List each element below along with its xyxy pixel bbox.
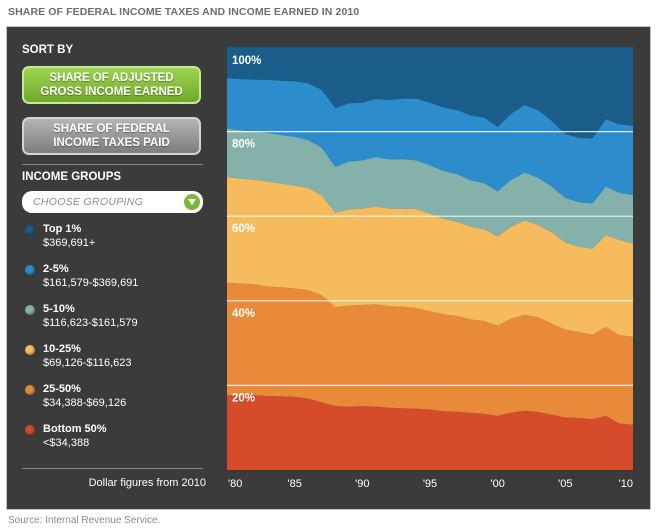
x-tick-label-2000: '00 (490, 478, 504, 490)
legend-name-top-1: Top 1% (43, 223, 82, 235)
sort-taxes-button[interactable]: SHARE OF FEDERAL INCOME TAXES PAID (22, 117, 201, 155)
legend-swatch-25-50 (25, 385, 35, 395)
sort-taxes-button-line1: SHARE OF FEDERAL (53, 123, 170, 135)
page-title: SHARE OF FEDERAL INCOME TAXES AND INCOME… (8, 6, 360, 18)
area-5-10[interactable] (227, 128, 633, 249)
y-tick-label-100: 100% (232, 55, 261, 67)
legend-item-top-1[interactable]: Top 1% $369,691+ (22, 221, 207, 261)
legend: Top 1% $369,691+ 2-5% $161,579-$369,691 5-10… (22, 221, 207, 461)
legend-range-5-10: $116,623-$161,579 (43, 317, 138, 329)
legend-swatch-2-5 (25, 265, 35, 275)
source-note: Source: Internal Revenue Service. (8, 515, 161, 526)
legend-item-2-5[interactable]: 2-5% $161,579-$369,691 (22, 261, 207, 301)
legend-name-25-50: 25-50% (43, 383, 81, 395)
legend-item-bottom-50[interactable]: Bottom 50% <$34,388 (22, 421, 207, 461)
area-chart: 20% 40% 60% 80% 100% '80 '85 '90 '95 '00 '05 '10 (227, 47, 633, 490)
legend-name-2-5: 2-5% (43, 263, 69, 275)
area-10-25[interactable] (227, 177, 633, 337)
x-tick-label-1985: '85 (287, 478, 301, 490)
x-tick-label-1990: '90 (355, 478, 369, 490)
x-tick-label-1980: '80 (228, 478, 242, 490)
legend-name-bottom-50: Bottom 50% (43, 423, 107, 435)
legend-range-top-1: $369,691+ (43, 237, 96, 249)
sidebar-divider (22, 164, 203, 165)
area-bottom-50[interactable] (227, 395, 633, 470)
y-tick-label-40: 40% (232, 308, 255, 320)
grouping-dropdown-label: CHOOSE GROUPING (33, 196, 144, 208)
grouping-dropdown[interactable]: CHOOSE GROUPING (22, 191, 203, 213)
legend-item-5-10[interactable]: 5-10% $116,623-$161,579 (22, 301, 207, 341)
legend-swatch-10-25 (25, 345, 35, 355)
chevron-down-icon[interactable] (184, 194, 200, 210)
y-tick-label-20: 20% (232, 392, 255, 404)
chart-panel: SORT BY SHARE OF ADJUSTED GROSS INCOME E… (6, 26, 651, 510)
legend-range-bottom-50: <$34,388 (43, 437, 90, 449)
legend-name-5-10: 5-10% (43, 303, 75, 315)
legend-range-2-5: $161,579-$369,691 (43, 277, 139, 289)
x-tick-label-2010: '10 (619, 478, 633, 490)
sidebar: SORT BY SHARE OF ADJUSTED GROSS INCOME E… (7, 27, 212, 511)
legend-name-10-25: 10-25% (43, 343, 81, 355)
legend-swatch-5-10 (25, 305, 35, 315)
x-tick-label-1995: '95 (423, 478, 437, 490)
legend-item-10-25[interactable]: 10-25% $69,126-$116,623 (22, 341, 207, 381)
area-2-5[interactable] (227, 78, 633, 204)
legend-swatch-top-1 (25, 225, 35, 235)
sort-agi-button-line1: SHARE OF ADJUSTED (49, 72, 174, 84)
legend-item-25-50[interactable]: 25-50% $34,388-$69,126 (22, 381, 207, 421)
income-groups-heading: INCOME GROUPS (22, 171, 122, 183)
area-25-50[interactable] (227, 282, 633, 425)
sort-agi-button-line2: GROSS INCOME EARNED (40, 86, 183, 98)
x-tick-label-2005: '05 (558, 478, 572, 490)
dollar-footnote: Dollar figures from 2010 (88, 477, 206, 489)
area-top-1[interactable] (227, 47, 633, 139)
sort-by-heading: SORT BY (22, 44, 74, 56)
y-tick-label-60: 60% (232, 223, 255, 235)
y-tick-label-80: 80% (232, 139, 255, 151)
sort-taxes-button-line2: INCOME TAXES PAID (53, 137, 170, 149)
sort-agi-button[interactable]: SHARE OF ADJUSTED GROSS INCOME EARNED (22, 66, 201, 104)
legend-swatch-bottom-50 (25, 425, 35, 435)
legend-range-10-25: $69,126-$116,623 (43, 357, 132, 369)
sidebar-divider-bottom (22, 468, 203, 469)
legend-range-25-50: $34,388-$69,126 (43, 397, 127, 409)
